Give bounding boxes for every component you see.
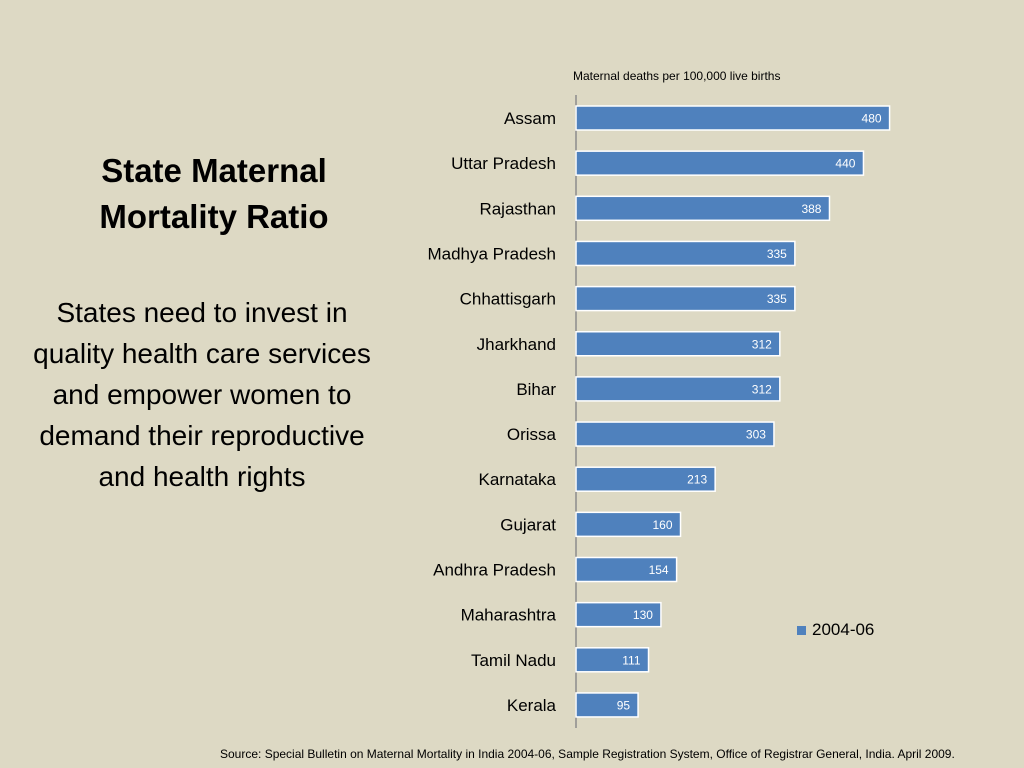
data-label: 303 [746, 428, 766, 442]
category-label: Chhattisgarh [460, 290, 556, 309]
data-label: 335 [767, 247, 787, 261]
bar [575, 376, 781, 402]
data-label: 312 [752, 382, 772, 396]
legend-swatch [797, 625, 806, 635]
x-axis-label: Maternal deaths per 100,000 live births [573, 69, 781, 83]
bar [575, 240, 796, 267]
category-label: Tamil Nadu [471, 651, 556, 670]
category-label: Bihar [516, 380, 556, 399]
bar [575, 105, 891, 131]
data-label: 388 [801, 202, 821, 216]
bar [575, 195, 831, 222]
bar [575, 556, 678, 583]
category-label: Assam [504, 109, 556, 128]
category-label: Orissa [507, 425, 557, 444]
bar [575, 150, 865, 176]
bar [575, 421, 775, 447]
category-label: Uttar Pradesh [451, 154, 556, 173]
category-label: Madhya Pradesh [427, 244, 556, 263]
category-label: Jharkhand [477, 335, 556, 354]
source-note: Source: Special Bulletin on Maternal Mor… [220, 747, 955, 761]
data-label: 95 [617, 698, 631, 712]
data-label: 312 [752, 337, 772, 351]
category-label: Andhra Pradesh [433, 561, 556, 580]
subtitle-line: demand their reproductive [39, 420, 365, 451]
category-label: Rajasthan [479, 199, 556, 218]
data-label: 154 [649, 563, 669, 577]
subtitle-line: quality health care services [33, 338, 371, 369]
chart-legend: 2004-06 [797, 620, 874, 640]
slide-subtitle: States need to invest in quality health … [10, 292, 394, 497]
subtitle-line: and empower women to [52, 379, 352, 410]
category-label: Gujarat [500, 515, 556, 534]
legend-label: 2004-06 [812, 620, 875, 639]
bar [575, 692, 639, 718]
slide-title-line: Mortality Ratio [99, 198, 329, 235]
bar [575, 601, 662, 628]
category-label: Maharashtra [461, 606, 557, 625]
data-label: 213 [687, 473, 707, 487]
category-label: Kerala [507, 696, 557, 715]
slide-title: State Maternal Mortality Ratio [40, 148, 388, 240]
bar [575, 331, 781, 357]
data-label: 111 [622, 653, 641, 667]
data-label: 160 [652, 518, 672, 532]
data-label: 130 [633, 608, 653, 622]
category-label: Karnataka [479, 470, 557, 489]
bar [575, 511, 682, 538]
slide-title-line: State Maternal [101, 152, 327, 189]
subtitle-line: States need to invest in [56, 297, 348, 328]
data-label: 480 [862, 112, 882, 126]
subtitle-line: and health rights [98, 461, 306, 492]
bar [575, 466, 716, 492]
data-label: 335 [767, 292, 787, 306]
data-label: 440 [835, 157, 855, 171]
bar [575, 647, 650, 673]
bar [575, 285, 796, 312]
